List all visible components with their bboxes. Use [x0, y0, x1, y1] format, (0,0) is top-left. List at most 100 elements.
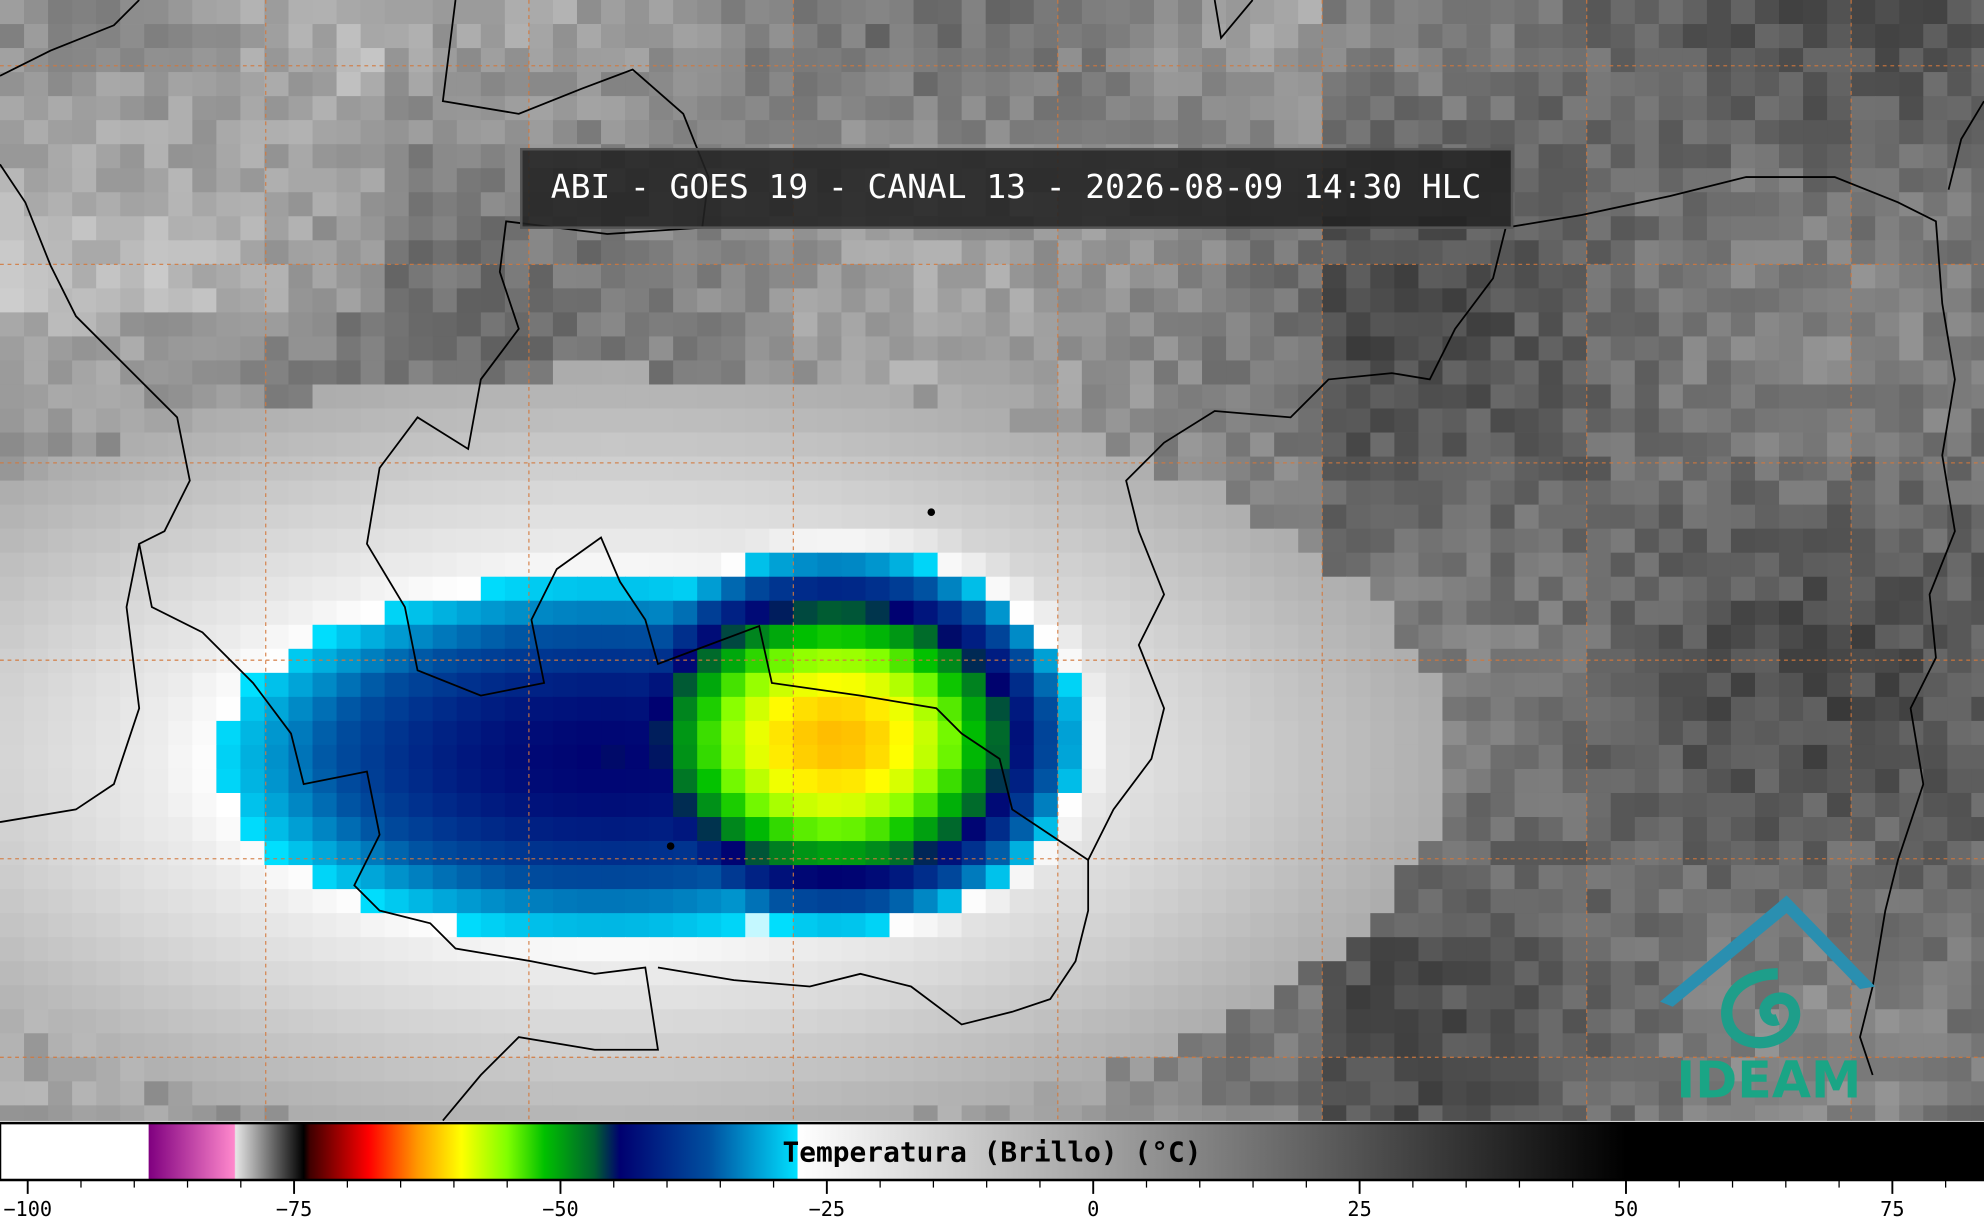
pixel [408, 0, 434, 25]
pixel [1153, 312, 1179, 337]
pixel [192, 144, 217, 169]
pixel [1081, 504, 1107, 530]
pixel [601, 240, 626, 265]
pixel [1346, 312, 1371, 337]
pixel [1009, 96, 1035, 121]
pixel [336, 648, 362, 674]
pixel [0, 696, 25, 722]
pixel [0, 432, 25, 457]
pixel [312, 889, 338, 914]
pixel [1033, 768, 1059, 794]
pixel [72, 817, 97, 842]
pixel [1923, 264, 1948, 289]
pixel [456, 240, 482, 265]
pixel [456, 600, 482, 626]
pixel [1730, 48, 1756, 73]
pixel [432, 648, 458, 674]
pixel [1418, 937, 1444, 962]
pixel [1442, 865, 1468, 890]
pixel [769, 1057, 794, 1082]
pixel [1394, 360, 1420, 385]
pixel [1779, 576, 1804, 602]
pixel [1418, 288, 1444, 313]
pixel [1754, 456, 1780, 481]
pixel [1586, 24, 1612, 49]
pixel [504, 336, 530, 361]
pixel [1129, 672, 1155, 698]
pixel [1226, 600, 1251, 626]
pixel [1634, 600, 1660, 626]
pixel [649, 913, 674, 938]
pixel [913, 1033, 939, 1058]
pixel [985, 817, 1011, 842]
pixel [721, 817, 746, 842]
pixel [288, 288, 314, 313]
pixel [1923, 720, 1948, 746]
pixel [1418, 1105, 1444, 1121]
pixel [216, 768, 242, 794]
pixel [1682, 1105, 1708, 1121]
pixel [1370, 672, 1395, 698]
pixel [1370, 720, 1395, 746]
pixel [889, 792, 915, 818]
pixel [1899, 720, 1924, 746]
pixel [1370, 792, 1395, 818]
pixel [1009, 480, 1035, 506]
pixel [1851, 360, 1876, 385]
pixel [697, 1009, 722, 1034]
pixel [961, 432, 987, 457]
pixel [1658, 240, 1684, 265]
pixel [1538, 624, 1564, 650]
pixel [1538, 768, 1564, 794]
pixel [865, 985, 891, 1010]
pixel [1370, 1009, 1395, 1034]
pixel [264, 865, 290, 890]
pixel [601, 504, 626, 530]
pixel [1730, 144, 1756, 169]
pixel [601, 528, 626, 554]
pixel [1490, 576, 1516, 602]
pixel [1057, 744, 1083, 770]
pixel [72, 624, 97, 650]
pixel [1250, 865, 1275, 890]
pixel [216, 432, 242, 457]
pixel [625, 96, 650, 121]
pixel [721, 240, 746, 265]
pixel [1202, 1033, 1227, 1058]
pixel [1514, 264, 1540, 289]
pixel [1562, 1033, 1588, 1058]
pixel [1586, 913, 1612, 938]
pixel [1033, 961, 1059, 986]
pixel [552, 744, 578, 770]
pixel [1538, 1081, 1564, 1106]
pixel [360, 600, 386, 626]
pixel [1298, 48, 1323, 73]
pixel [649, 360, 674, 385]
pixel [1514, 216, 1540, 241]
pixel [288, 744, 314, 770]
pixel [384, 672, 410, 698]
pixel [1418, 48, 1444, 73]
pixel [889, 288, 915, 313]
pixel [745, 528, 770, 554]
pixel [1226, 768, 1251, 794]
pixel [1899, 168, 1924, 193]
pixel [312, 1033, 338, 1058]
pixel [288, 624, 314, 650]
pixel [408, 240, 434, 265]
pixel [264, 504, 290, 530]
pixel [192, 1057, 217, 1082]
pixel [24, 384, 49, 409]
pixel [0, 985, 25, 1010]
pixel [889, 744, 915, 770]
pixel [1298, 312, 1323, 337]
pixel [1730, 96, 1756, 121]
pixel [288, 937, 314, 962]
pixel [1346, 336, 1371, 361]
pixel [1178, 96, 1203, 121]
pixel [1875, 961, 1900, 986]
pixel [937, 360, 963, 385]
pixel [745, 48, 770, 73]
pixel [192, 456, 217, 481]
pixel [1899, 432, 1924, 457]
